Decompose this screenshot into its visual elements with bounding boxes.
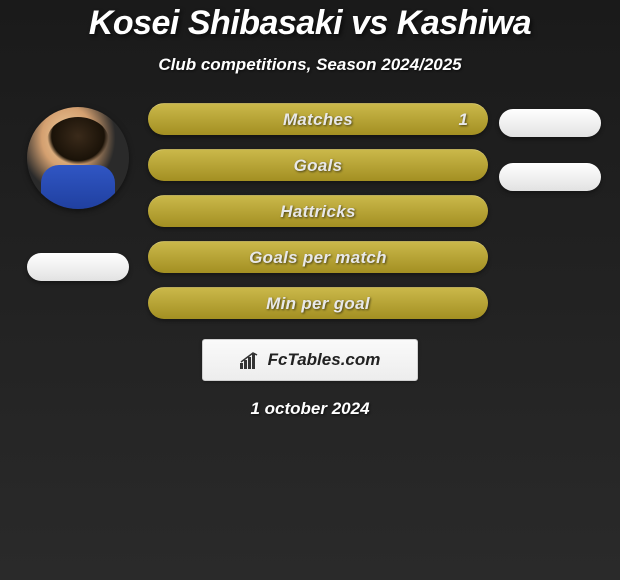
player-avatar bbox=[27, 107, 129, 209]
right-pill bbox=[499, 109, 601, 137]
stat-label: Min per goal bbox=[266, 294, 370, 314]
subtitle: Club competitions, Season 2024/2025 bbox=[0, 55, 620, 75]
page-title: Kosei Shibasaki vs Kashiwa bbox=[0, 4, 620, 43]
left-column bbox=[18, 103, 138, 281]
main-row: Matches 1 Goals Hattricks Goals per matc… bbox=[0, 103, 620, 319]
right-column bbox=[498, 103, 602, 191]
chart-icon bbox=[240, 351, 262, 369]
branding-box: FcTables.com bbox=[202, 339, 418, 381]
stat-label: Hattricks bbox=[280, 202, 355, 222]
stat-bar-matches: Matches 1 bbox=[148, 103, 488, 135]
stat-label: Goals bbox=[294, 156, 343, 176]
stat-bar-goals: Goals bbox=[148, 149, 488, 181]
infographic-container: Kosei Shibasaki vs Kashiwa Club competit… bbox=[0, 0, 620, 419]
stat-bar-gpm: Goals per match bbox=[148, 241, 488, 273]
branding-text: FcTables.com bbox=[268, 350, 381, 370]
stat-label: Matches bbox=[283, 110, 353, 130]
stat-bar-mpg: Min per goal bbox=[148, 287, 488, 319]
stat-bar-hattricks: Hattricks bbox=[148, 195, 488, 227]
stat-label: Goals per match bbox=[249, 248, 387, 268]
stat-bars: Matches 1 Goals Hattricks Goals per matc… bbox=[148, 103, 488, 319]
left-pill bbox=[27, 253, 129, 281]
right-pill bbox=[499, 163, 601, 191]
date-line: 1 october 2024 bbox=[0, 399, 620, 419]
stat-value-right: 1 bbox=[459, 110, 468, 130]
